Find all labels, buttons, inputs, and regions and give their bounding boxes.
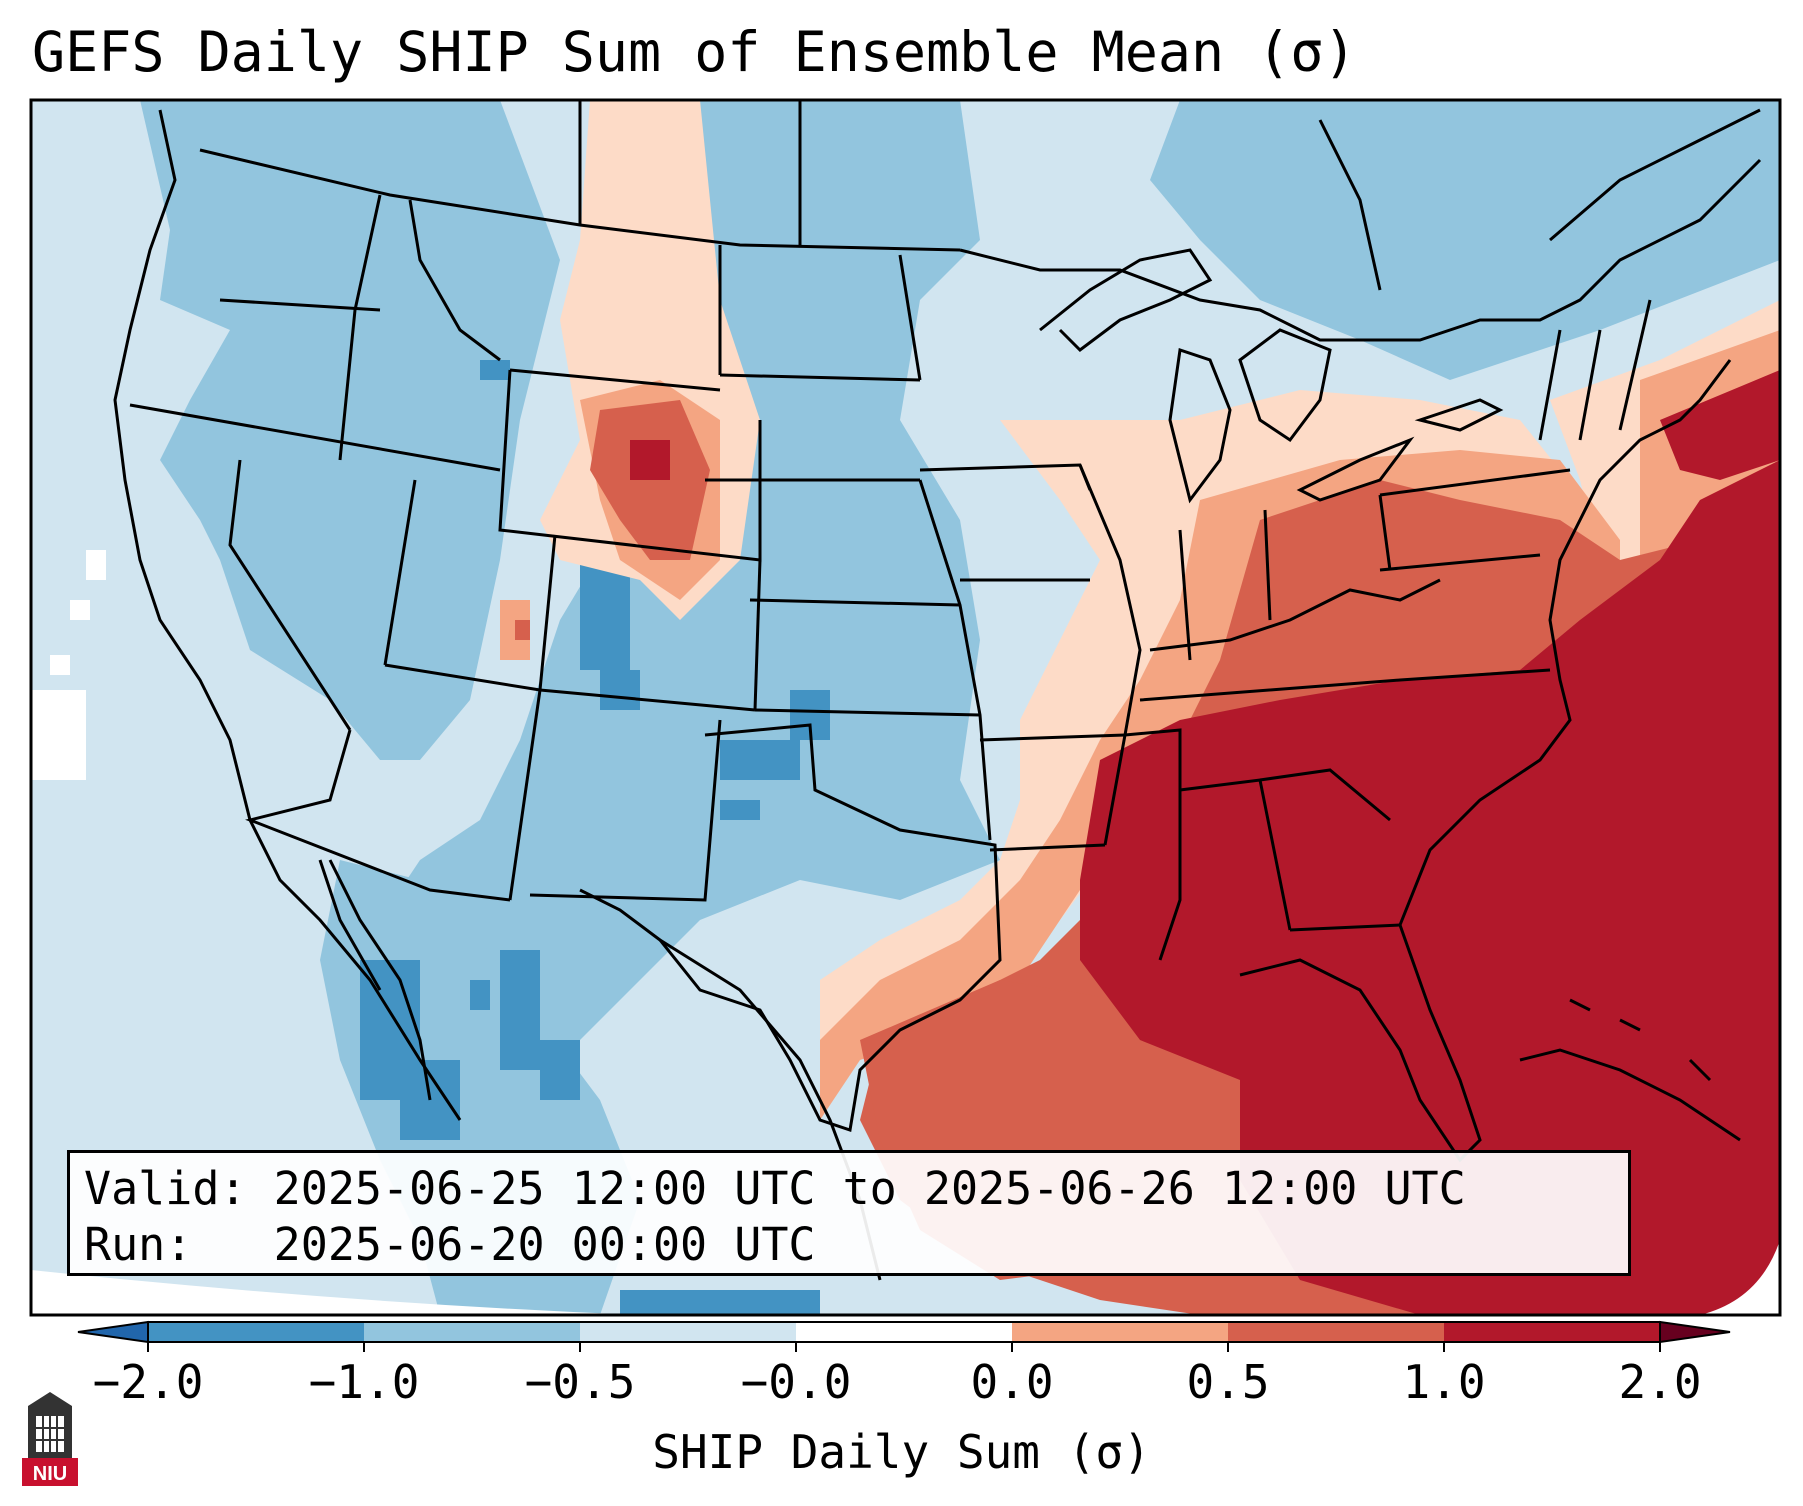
map-frame: [29, 98, 1782, 1317]
validity-info-box: Valid: 2025-06-25 12:00 UTC to 2025-06-2…: [67, 1150, 1631, 1276]
valid-value: 2025-06-25 12:00 UTC to 2025-06-26 12:00…: [273, 1162, 1466, 1215]
colorbar-bin: [148, 1322, 365, 1342]
colorbar-ticks: −2.0 −1.0 −0.5 −0.0 0.0 0.5 1.0 2.0: [93, 1342, 1702, 1409]
valid-row: Valid: 2025-06-25 12:00 UTC to 2025-06-2…: [84, 1161, 1614, 1217]
anomaly-region-pos2-southeast: [1080, 460, 1780, 1315]
anomaly-region-pos2-atlantic-ne: [1660, 370, 1780, 480]
colorbar-tick-label: −1.0: [309, 1355, 420, 1409]
colorbar-under-triangle: [77, 1320, 149, 1344]
colorbar-tick-label: −2.0: [93, 1355, 204, 1409]
niu-logo: NIU: [22, 1392, 78, 1486]
colorbar-bins: [148, 1322, 1661, 1342]
colorbar-bin: [580, 1322, 797, 1342]
off-projection-area: [1700, 1240, 1780, 1315]
colorbar-tick-label: 1.0: [1402, 1355, 1485, 1409]
map-title: GEFS Daily SHIP Sum of Ensemble Mean (σ): [32, 20, 1357, 84]
run-row: Run: 2025-06-20 00:00 UTC: [84, 1217, 1614, 1273]
colorbar-tick-label: 2.0: [1618, 1355, 1701, 1409]
colorbar-bin: [1228, 1322, 1445, 1342]
run-label: Run:: [84, 1218, 193, 1271]
colorbar-tick-label: 0.0: [970, 1355, 1053, 1409]
anomaly-region-neg1-canada-east: [1150, 100, 1780, 380]
colorbar-over-triangle: [1659, 1320, 1731, 1344]
colorbar-label: SHIP Daily Sum (σ): [652, 1425, 1151, 1479]
anomaly-region-neg1-west: [140, 100, 560, 760]
colorbar-tick-label: 0.5: [1186, 1355, 1269, 1409]
colorbar-tick-label: −0.0: [741, 1355, 852, 1409]
niu-logo-text: NIU: [33, 1463, 67, 1485]
colorbar-outline: [147, 1321, 1661, 1343]
anomaly-cells-neg2: [360, 360, 830, 1315]
run-value: 2025-06-20 00:00 UTC: [273, 1218, 816, 1271]
colorbar-bin: [364, 1322, 581, 1342]
valid-label: Valid:: [84, 1162, 247, 1215]
colorbar-bin: [796, 1322, 1013, 1342]
anomaly-cells-neutral: [31, 550, 106, 780]
colorbar-tick-label: −0.5: [525, 1355, 636, 1409]
anomaly-cell-pos2-wyoming: [630, 440, 670, 480]
off-projection-area: [31, 1270, 641, 1315]
state-boundaries: [113, 100, 1762, 1281]
colorbar-bin: [1012, 1322, 1229, 1342]
anomaly-cell-pos2-utah: [515, 620, 530, 640]
colorbar-bin: [1444, 1322, 1661, 1342]
